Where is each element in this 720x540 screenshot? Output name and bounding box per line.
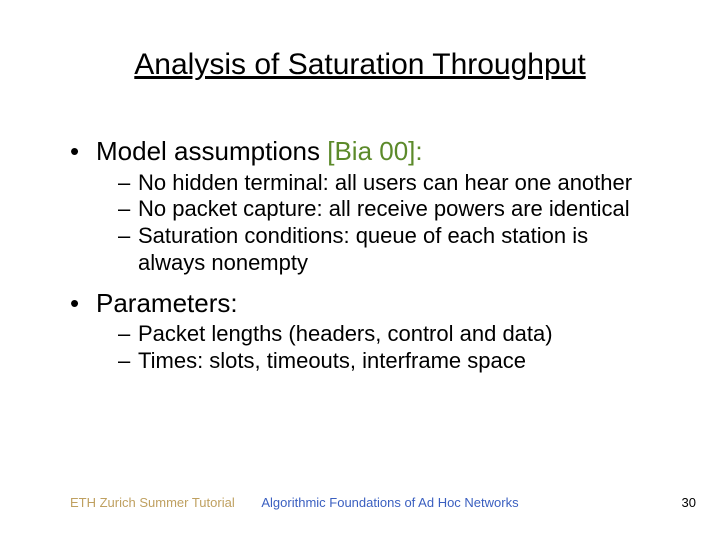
sub-bullet-item: Times: slots, timeouts, interframe space: [118, 348, 660, 375]
sub-bullet-list: No hidden terminal: all users can hear o…: [96, 170, 660, 277]
bullet-text: Model assumptions: [96, 136, 327, 166]
citation-text: [Bia 00]:: [327, 136, 422, 166]
sub-bullet-item: Packet lengths (headers, control and dat…: [118, 321, 660, 348]
footer-center: Algorithmic Foundations of Ad Hoc Networ…: [0, 495, 720, 510]
slide-title: Analysis of Saturation Throughput: [0, 48, 720, 82]
bullet-text: Parameters:: [96, 288, 238, 318]
slide-body: Model assumptions [Bia 00]: No hidden te…: [70, 135, 660, 385]
footer-page-number: 30: [682, 495, 696, 510]
sub-bullet-item: Saturation conditions: queue of each sta…: [118, 223, 660, 277]
slide: Analysis of Saturation Throughput Model …: [0, 0, 720, 540]
sub-bullet-list: Packet lengths (headers, control and dat…: [96, 321, 660, 375]
bullet-list: Model assumptions [Bia 00]: No hidden te…: [70, 135, 660, 375]
sub-bullet-item: No packet capture: all receive powers ar…: [118, 196, 660, 223]
sub-bullet-item: No hidden terminal: all users can hear o…: [118, 170, 660, 197]
footer-center-text: Algorithmic Foundations of Ad Hoc Networ…: [261, 495, 518, 510]
bullet-item: Parameters: Packet lengths (headers, con…: [70, 287, 660, 375]
bullet-item: Model assumptions [Bia 00]: No hidden te…: [70, 135, 660, 277]
